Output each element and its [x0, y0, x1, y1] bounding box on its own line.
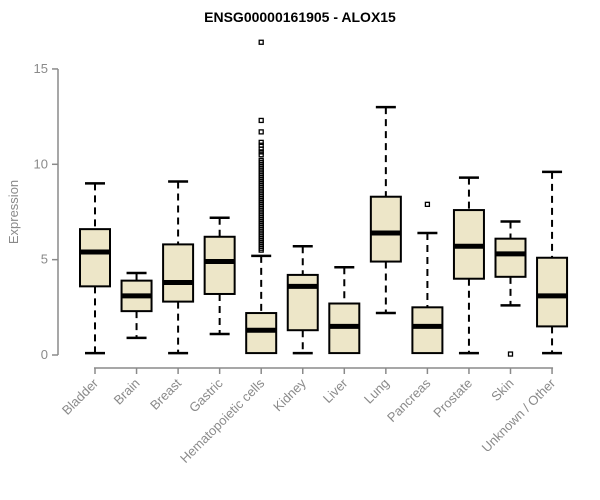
- outlier-point: [258, 39, 264, 45]
- box-group: [452, 176, 485, 355]
- x-axis-label: Breast: [147, 375, 184, 412]
- box: [286, 273, 319, 332]
- x-axis-label: Prostate: [430, 376, 475, 421]
- box-group: [286, 245, 319, 355]
- box-group: [120, 271, 153, 340]
- box-group: [411, 201, 444, 355]
- x-axis-label: Brain: [111, 376, 143, 408]
- chart-title: ENSG00000161905 - ALOX15: [204, 9, 396, 25]
- outlier-point: [258, 117, 264, 124]
- box-group: [245, 39, 278, 355]
- box-group: [162, 180, 195, 355]
- y-tick-label: 10: [34, 156, 48, 171]
- box: [411, 306, 444, 355]
- x-axis-label: Bladder: [59, 375, 102, 418]
- box-group: [536, 170, 569, 355]
- x-axis-label: Pancreas: [384, 375, 434, 425]
- outlier-point: [258, 142, 264, 148]
- box: [494, 237, 527, 278]
- box-group: [79, 182, 111, 355]
- outlier-point: [258, 129, 264, 135]
- outlier-point: [507, 351, 514, 357]
- x-axis-label: Skin: [488, 376, 516, 404]
- box-layer: [79, 39, 569, 357]
- x-axis-label: Liver: [320, 375, 351, 406]
- box: [369, 195, 402, 263]
- box-group: [203, 216, 236, 336]
- box: [162, 243, 195, 303]
- x-axis-label: Unknown / Other: [479, 375, 559, 455]
- outlier-point: [424, 201, 431, 207]
- x-axis-label: Kidney: [270, 375, 309, 414]
- y-tick-label: 5: [41, 252, 48, 267]
- box: [79, 228, 111, 288]
- outlier-point: [258, 152, 264, 158]
- outlier-point: [258, 157, 264, 164]
- box-group: [328, 266, 361, 355]
- outlier-point: [258, 139, 264, 146]
- box-group: [369, 105, 402, 315]
- box: [536, 256, 569, 328]
- outlier-point: [258, 149, 264, 155]
- y-axis-title: Expression: [6, 180, 21, 244]
- box: [245, 312, 278, 355]
- box-group: [494, 220, 527, 357]
- box: [203, 235, 236, 295]
- x-axis-label: Gastric: [186, 375, 226, 415]
- y-tick-label: 0: [41, 347, 48, 362]
- x-axis-label: Lung: [361, 376, 392, 407]
- y-tick-label: 15: [34, 61, 48, 76]
